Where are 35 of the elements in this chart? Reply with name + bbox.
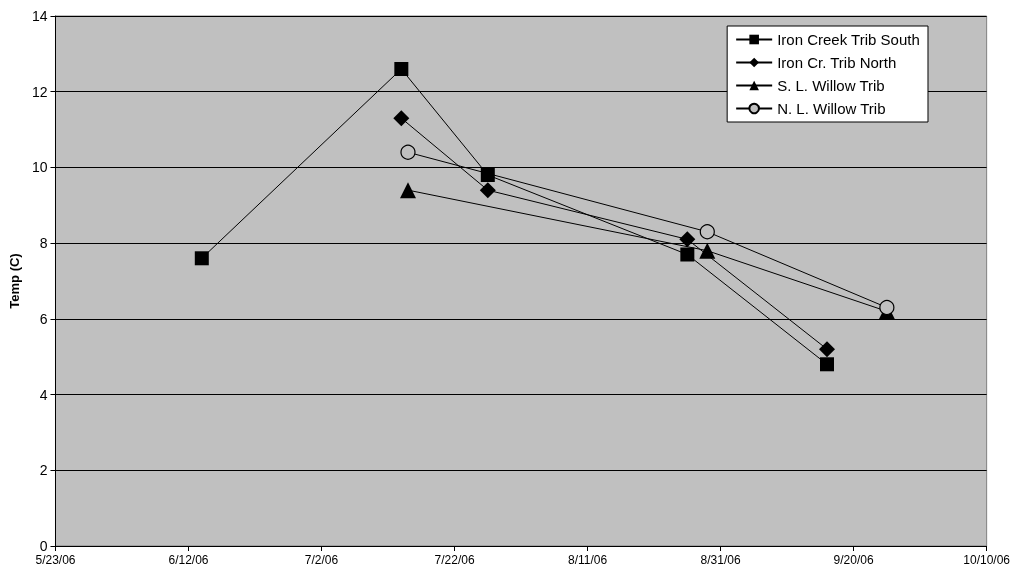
x-tick-label: 7/2/06 <box>304 553 339 567</box>
x-tick-label: 5/23/06 <box>35 553 76 567</box>
x-tick-label: 8/11/06 <box>567 553 608 567</box>
legend-label: Iron Cr. Trib North <box>777 54 897 71</box>
point <box>879 299 895 316</box>
y-tick-label: 8 <box>39 235 48 252</box>
point <box>480 168 495 182</box>
y-axis-title: Temp (C) <box>7 253 22 309</box>
point <box>680 247 695 262</box>
point <box>699 242 716 259</box>
x-tick-label: 10/10/06 <box>963 553 1011 567</box>
x-tick-label: 6/12/06 <box>168 553 209 567</box>
point <box>400 144 416 160</box>
point <box>819 341 836 358</box>
y-tick-label: 12 <box>31 83 48 100</box>
y-tick-label: 10 <box>31 159 48 176</box>
y-tick-label: 2 <box>39 462 48 479</box>
x-tick-label: 7/22/06 <box>434 553 475 567</box>
point <box>399 182 416 199</box>
y-tick-label: 4 <box>39 386 48 403</box>
legend-label: S. L. Willow Trib <box>777 77 885 94</box>
legend-label: Iron Creek Trib South <box>777 31 920 48</box>
point <box>699 224 715 240</box>
y-tick-label: 6 <box>39 310 48 327</box>
point <box>394 62 409 76</box>
point <box>820 357 835 372</box>
y-tick-label: 14 <box>31 8 48 24</box>
point <box>393 110 410 127</box>
point <box>479 182 496 199</box>
legend-label: N. L. Willow Trib <box>777 100 886 117</box>
point <box>194 251 209 266</box>
x-tick-label: 9/20/06 <box>833 553 874 567</box>
y-tick-label: 0 <box>39 538 48 554</box>
point <box>679 231 696 248</box>
x-tick-label: 8/31/06 <box>700 553 741 567</box>
